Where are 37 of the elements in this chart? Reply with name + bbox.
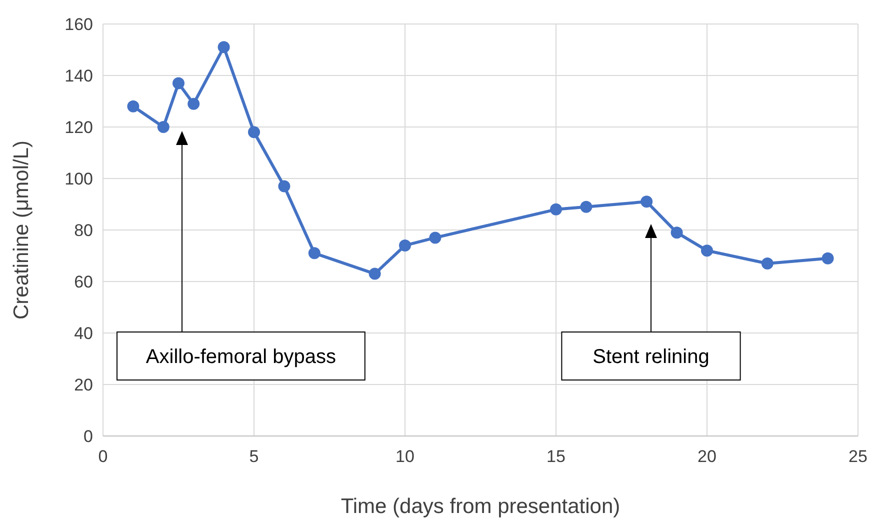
annotation: Stent relining — [592, 346, 710, 368]
point — [157, 121, 170, 133]
y-tick-label: 40 — [74, 324, 93, 343]
point — [640, 196, 653, 208]
point — [248, 126, 260, 138]
x-tick-label: 20 — [698, 447, 716, 466]
x-axis-title: Time (days from presentation) — [340, 495, 620, 518]
y-tick-label: 20 — [74, 375, 93, 394]
point — [822, 252, 834, 264]
annotation: Axillo-femoral bypass — [146, 346, 336, 368]
y-tick-label: 120 — [64, 118, 93, 137]
x-tick-label: 0 — [98, 447, 108, 466]
y-tick-label: 140 — [64, 66, 93, 86]
y-tick-label: 0 — [84, 426, 93, 446]
point — [218, 41, 230, 54]
point — [172, 77, 184, 90]
point — [580, 200, 592, 213]
y-tick-label: 160 — [64, 14, 93, 34]
y-tick-label: 100 — [64, 169, 93, 188]
point — [399, 239, 411, 252]
point — [670, 226, 683, 239]
x-tick-label: 5 — [249, 447, 259, 466]
y-axis-title: Creatinine (μmol/L) — [10, 140, 33, 320]
y-tick-label: 60 — [74, 272, 93, 292]
x-tick-label: 25 — [848, 447, 868, 466]
y-tick-label: 80 — [74, 220, 93, 240]
point — [550, 203, 562, 216]
point — [761, 257, 774, 270]
point — [127, 100, 140, 112]
point — [429, 232, 442, 244]
point — [368, 268, 381, 280]
x-tick-label: 10 — [396, 447, 414, 466]
point — [308, 247, 320, 260]
point — [701, 244, 713, 257]
x-tick-label: 15 — [546, 447, 566, 466]
point — [278, 180, 290, 192]
point — [188, 98, 200, 110]
